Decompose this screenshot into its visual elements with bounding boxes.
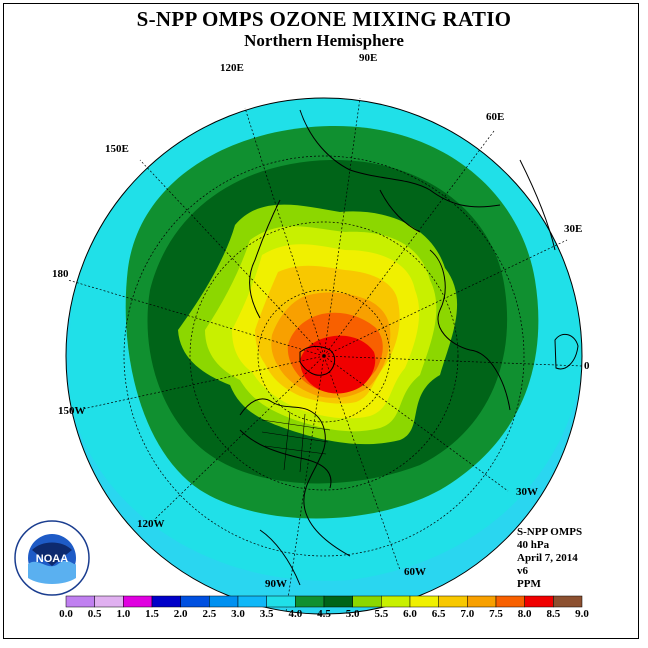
colorbar-swatch: [151, 595, 181, 608]
info-level: 40 hPa: [517, 539, 550, 551]
colorbar-swatch: [123, 595, 153, 608]
colorbar-swatch: [495, 595, 525, 608]
lon-label-90e: 90E: [359, 52, 378, 64]
colorbar-tick-label: 2.0: [173, 608, 188, 620]
colorbar-tick-label: 3.0: [231, 608, 245, 620]
lon-label-120w: 120W: [137, 518, 165, 530]
colorbar-tick-label: 4.5: [317, 608, 331, 620]
colorbar-tick-label: 0.0: [59, 608, 73, 620]
lon-label-60w: 60W: [404, 566, 426, 578]
lon-label-90w: 90W: [265, 578, 287, 590]
plot-frame: [3, 3, 639, 639]
colorbar-tick-label: 7.5: [489, 608, 503, 620]
colorbar-tick-label: 2.5: [202, 608, 217, 620]
map-subtitle: Northern Hemisphere: [244, 31, 404, 50]
region-red: [300, 335, 376, 394]
colorbar-swatch: [295, 595, 325, 608]
colorbar-swatch: [180, 595, 210, 608]
colorbar-swatch: [65, 595, 95, 608]
lon-label-120e: 120E: [220, 62, 244, 74]
lon-label-60e: 60E: [486, 111, 505, 123]
colorbar-tick-label: 1.5: [145, 608, 159, 620]
colorbar-swatch: [409, 595, 439, 608]
colorbar-swatch: [323, 595, 353, 608]
colorbar-tick-label: 9.0: [575, 608, 589, 620]
colorbar-tick-label: 5.5: [374, 608, 389, 620]
info-date: April 7, 2014: [517, 552, 578, 564]
map-boundary: [65, 97, 583, 615]
info-version: v6: [517, 565, 528, 577]
ozone-field: [66, 98, 582, 614]
colorbar-tick-label: 4.0: [288, 608, 303, 620]
colorbar-swatch: [438, 595, 468, 608]
colorbar-swatch: [352, 595, 382, 608]
colorbar: [65, 595, 583, 608]
colorbar-tick-label: 7.0: [460, 608, 475, 620]
colorbar-tick-label: 8.0: [517, 608, 532, 620]
colorbar-swatch: [209, 595, 239, 608]
lon-label-150w: 150W: [58, 405, 86, 417]
map-title: S-NPP OMPS OZONE MIXING RATIO: [136, 7, 512, 31]
colorbar-swatch: [553, 595, 583, 608]
colorbar-tick-label: 6.5: [431, 608, 446, 620]
noaa-logo: NOAA: [14, 520, 90, 596]
colorbar-swatch: [381, 595, 411, 608]
colorbar-swatch: [467, 595, 497, 608]
colorbar-tick-label: 0.5: [87, 608, 102, 620]
colorbar-swatch: [94, 595, 124, 608]
colorbar-tick-label: 5.0: [345, 608, 360, 620]
colorbar-tick-label: 1.0: [116, 608, 131, 620]
noaa-logo-text: NOAA: [36, 553, 68, 565]
info-block: S-NPP OMPS 40 hPa April 7, 2014 v6 PPM: [517, 526, 582, 591]
us-borders: [261, 411, 331, 473]
colorbar-tick-label: 6.0: [403, 608, 417, 620]
lon-label-150e: 150E: [105, 143, 129, 155]
coastlines: [239, 109, 579, 586]
lon-label-30e: 30E: [564, 223, 583, 235]
lon-label-0: 0: [584, 360, 590, 372]
colorbar-swatch: [237, 595, 267, 608]
info-units: PPM: [517, 578, 541, 590]
colorbar-swatch: [266, 595, 296, 608]
lon-label-30w: 30W: [516, 486, 538, 498]
colorbar-tick-label: 3.5: [259, 608, 274, 620]
info-instrument: S-NPP OMPS: [517, 526, 583, 538]
lon-label-180: 180: [52, 268, 69, 280]
graticule: [67, 97, 583, 613]
colorbar-swatch: [524, 595, 554, 608]
colorbar-tick-label: 8.5: [546, 608, 561, 620]
